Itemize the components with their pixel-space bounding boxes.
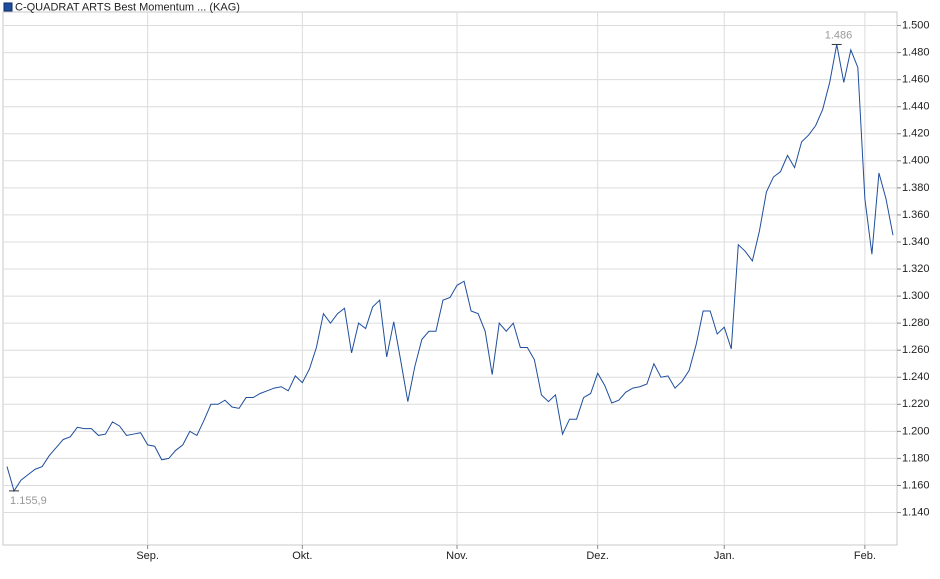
y-tick-label: 1.500: [902, 19, 930, 31]
y-tick-label: 1.160: [902, 479, 930, 491]
y-tick-label: 1.300: [902, 290, 930, 302]
plot-frame: [2, 11, 898, 546]
y-tick-label: 1.340: [902, 236, 930, 248]
y-tick-label: 1.260: [902, 344, 930, 356]
x-tick-label: Dez.: [586, 550, 609, 562]
x-tick-label: Sep.: [136, 550, 159, 562]
y-tick-label: 1.380: [902, 182, 930, 194]
y-tick-label: 1.280: [902, 317, 930, 329]
value-label: 1.155,9: [10, 495, 47, 507]
y-tick-label: 1.240: [902, 371, 930, 383]
y-tick-label: 1.440: [902, 101, 930, 113]
x-tick-label: Nov.: [446, 550, 468, 562]
series-line: [6, 44, 894, 493]
y-tick-label: 1.420: [902, 128, 930, 140]
y-tick-label: 1.400: [902, 155, 930, 167]
y-tick-label: 1.460: [902, 74, 930, 86]
x-tick-label: Jan.: [714, 550, 735, 562]
y-tick-label: 1.480: [902, 46, 930, 58]
y-tick-label: 1.220: [902, 398, 930, 410]
y-tick-label: 1.360: [902, 209, 930, 221]
value-label: 1.486: [825, 29, 853, 41]
legend-swatch: [3, 2, 13, 12]
legend-label: C-QUADRAT ARTS Best Momentum ... (KAG): [15, 1, 240, 13]
y-tick-label: 1.140: [902, 506, 930, 518]
y-tick-label: 1.320: [902, 263, 930, 275]
x-tick-label: Feb.: [854, 550, 876, 562]
y-tick-label: 1.200: [902, 425, 930, 437]
y-tick-label: 1.180: [902, 452, 930, 464]
x-tick-label: Okt.: [292, 550, 312, 562]
